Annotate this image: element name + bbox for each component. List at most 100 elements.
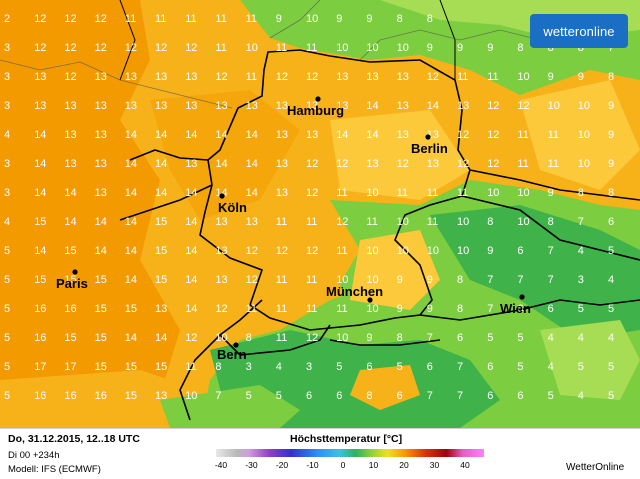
grid-value: 15 [34,216,46,228]
grid-value: 8 [457,303,463,315]
legend-panel: Do, 31.12.2015, 12..18 UTC Di 00 +234h M… [0,428,640,479]
grid-value: 13 [276,100,288,112]
grid-value: 12 [517,100,529,112]
grid-value: 10 [366,245,378,257]
grid-value: 8 [487,216,493,228]
grid-value: 5 [397,361,403,373]
grid-value: 13 [95,187,107,199]
grid-value: 16 [34,332,46,344]
grid-value: 4 [548,361,554,373]
grid-value: 10 [578,100,590,112]
grid-value: 5 [578,303,584,315]
grid-value: 12 [95,42,107,54]
grid-value: 14 [246,129,258,141]
grid-value: 11 [125,13,136,25]
temperature-map-canvas: 2 12 12 12 11 11 11 11 11 9 10 9 9 8 8 3 12 12 12 12 12 12 11 1… [0,0,640,428]
grid-value: 3 [306,361,312,373]
grid-value: 12 [246,274,258,286]
grid-value: 8 [397,332,403,344]
grid-value: 11 [215,13,226,25]
grid-value: 6 [517,245,523,257]
color-scale-bar [216,449,484,457]
grid-value: 14 [336,129,348,141]
grid-value: 11 [427,216,438,228]
grid-value: 14 [125,332,137,344]
grid-value: 10 [336,332,348,344]
grid-value: 6 [336,390,342,402]
grid-value: 5 [4,274,10,286]
color-scale-gradient [216,449,484,457]
grid-value: 7 [548,274,554,286]
warm-pocket-alps [350,365,420,410]
grid-value: 11 [185,13,196,25]
grid-value: 13 [34,71,46,83]
city-dot-hamburg [315,96,321,102]
grid-value: 6 [517,390,523,402]
scale-tick-label: -20 [275,460,289,470]
grid-value: 6 [487,390,493,402]
scale-tick-label: 40 [460,460,470,470]
grid-value: 13 [366,158,378,170]
grid-value: 12 [64,13,76,25]
wetteronline-logo[interactable]: wetteronline [530,14,628,48]
grid-value: 12 [64,71,76,83]
grid-value: 17 [34,361,46,373]
grid-value: 11 [336,187,347,199]
grid-value: 15 [155,216,167,228]
grid-value: 11 [276,303,287,315]
grid-value: 10 [366,187,378,199]
grid-value: 10 [457,245,469,257]
grid-value: 3 [246,361,252,373]
city-label-koeln: Köln [218,200,247,215]
grid-value: 13 [397,100,409,112]
grid-value: 16 [64,390,76,402]
grid-value: 13 [306,129,318,141]
grid-value: 12 [397,158,409,170]
grid-value: 13 [215,274,227,286]
grid-value: 16 [34,390,46,402]
grid-value: 14 [125,274,137,286]
grid-value: 12 [306,158,318,170]
grid-value: 10 [397,245,409,257]
grid-value: 12 [306,187,318,199]
grid-value: 10 [215,332,227,344]
grid-value: 9 [427,42,433,54]
grid-value: 15 [64,245,76,257]
grid-value: 12 [185,332,197,344]
grid-value: 7 [457,361,463,373]
grid-value: 13 [125,100,137,112]
city-dot-muenchen [367,297,373,303]
credit-text: WetterOnline [566,462,625,473]
grid-value: 16 [95,390,107,402]
grid-value: 9 [608,100,614,112]
grid-value: 7 [608,42,614,54]
grid-value: 7 [457,390,463,402]
grid-value: 6 [487,361,493,373]
city-dot-wien [519,294,525,300]
grid-value: 13 [95,158,107,170]
grid-value: 13 [276,129,288,141]
grid-value: 11 [336,303,347,315]
grid-value: 10 [366,42,378,54]
mild-region-pannonia [540,320,640,400]
scale-tick-label: -40 [214,460,228,470]
grid-value: 3 [4,42,10,54]
grid-value: 12 [276,245,288,257]
grid-value: 13 [64,100,76,112]
grid-value: 10 [517,216,529,228]
cool-region-south-west [160,385,300,428]
grid-value: 12 [487,129,499,141]
grid-value: 16 [34,303,46,315]
grid-value: 14 [427,100,439,112]
grid-value: 11 [185,361,196,373]
grid-value: 10 [397,42,409,54]
grid-value: 11 [246,71,257,83]
cold-region-bohemia [430,205,640,340]
grid-value: 2 [4,13,10,25]
grid-value: 16 [64,303,76,315]
grid-value: 13 [215,216,227,228]
grid-value: 12 [215,303,227,315]
grid-value: 12 [427,71,439,83]
grid-value: 14 [34,129,46,141]
grid-value: 15 [125,361,137,373]
